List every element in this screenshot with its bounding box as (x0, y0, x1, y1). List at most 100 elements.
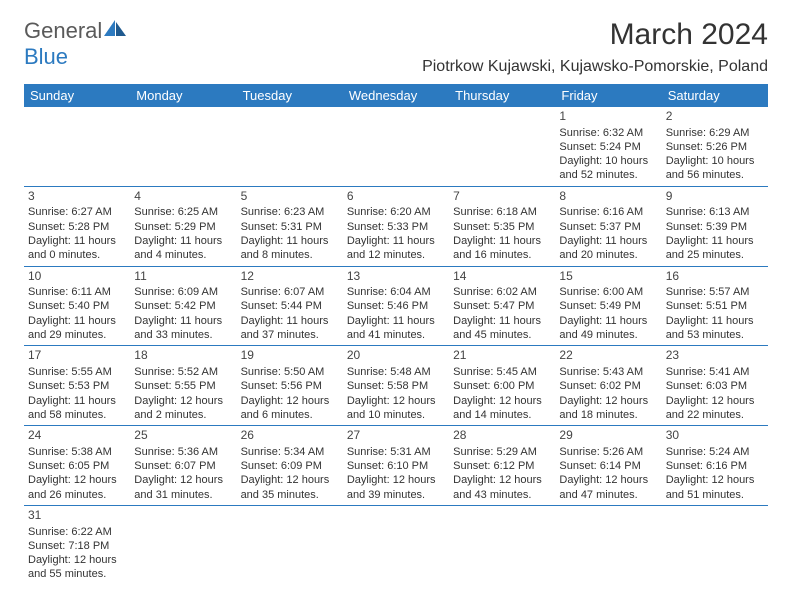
sunrise-text: Sunrise: 6:18 AM (453, 205, 551, 219)
calendar-day-cell: 16Sunrise: 5:57 AMSunset: 5:51 PMDayligh… (662, 266, 768, 346)
day-number: 7 (453, 189, 551, 205)
calendar-day-cell: 15Sunrise: 6:00 AMSunset: 5:49 PMDayligh… (555, 266, 661, 346)
daylight-text: Daylight: 11 hours (241, 234, 339, 248)
logo-word-2: Blue (24, 44, 68, 69)
calendar-day-cell: 9Sunrise: 6:13 AMSunset: 5:39 PMDaylight… (662, 186, 768, 266)
day-number: 3 (28, 189, 126, 205)
daylight-text: Daylight: 11 hours (559, 234, 657, 248)
daylight-text: and 16 minutes. (453, 248, 551, 262)
calendar-day-cell: 3Sunrise: 6:27 AMSunset: 5:28 PMDaylight… (24, 186, 130, 266)
day-number: 29 (559, 428, 657, 444)
sunset-text: Sunset: 7:18 PM (28, 539, 126, 553)
daylight-text: Daylight: 11 hours (241, 314, 339, 328)
calendar-day-cell: 25Sunrise: 5:36 AMSunset: 6:07 PMDayligh… (130, 426, 236, 506)
day-number: 30 (666, 428, 764, 444)
calendar-day-cell (449, 505, 555, 584)
calendar-day-cell: 28Sunrise: 5:29 AMSunset: 6:12 PMDayligh… (449, 426, 555, 506)
weekday-header: Saturday (662, 84, 768, 107)
calendar-day-cell (130, 107, 236, 186)
calendar-day-cell: 17Sunrise: 5:55 AMSunset: 5:53 PMDayligh… (24, 346, 130, 426)
day-number: 13 (347, 269, 445, 285)
sunrise-text: Sunrise: 5:50 AM (241, 365, 339, 379)
weekday-header: Monday (130, 84, 236, 107)
daylight-text: Daylight: 11 hours (134, 234, 232, 248)
calendar-day-cell: 18Sunrise: 5:52 AMSunset: 5:55 PMDayligh… (130, 346, 236, 426)
sunset-text: Sunset: 5:51 PM (666, 299, 764, 313)
day-number: 5 (241, 189, 339, 205)
sunrise-text: Sunrise: 6:22 AM (28, 525, 126, 539)
sunrise-text: Sunrise: 6:02 AM (453, 285, 551, 299)
daylight-text: and 43 minutes. (453, 488, 551, 502)
weekday-header: Tuesday (237, 84, 343, 107)
daylight-text: and 39 minutes. (347, 488, 445, 502)
calendar-week-row: 31Sunrise: 6:22 AMSunset: 7:18 PMDayligh… (24, 505, 768, 584)
day-number: 2 (666, 109, 764, 125)
weekday-header: Thursday (449, 84, 555, 107)
sunrise-text: Sunrise: 6:09 AM (134, 285, 232, 299)
daylight-text: and 55 minutes. (28, 567, 126, 581)
sunrise-text: Sunrise: 5:38 AM (28, 445, 126, 459)
daylight-text: and 41 minutes. (347, 328, 445, 342)
calendar-week-row: 3Sunrise: 6:27 AMSunset: 5:28 PMDaylight… (24, 186, 768, 266)
sunset-text: Sunset: 6:16 PM (666, 459, 764, 473)
sunrise-text: Sunrise: 6:00 AM (559, 285, 657, 299)
sunset-text: Sunset: 5:42 PM (134, 299, 232, 313)
daylight-text: and 6 minutes. (241, 408, 339, 422)
daylight-text: Daylight: 12 hours (666, 394, 764, 408)
title-block: March 2024 Piotrkow Kujawski, Kujawsko-P… (422, 18, 768, 76)
sunset-text: Sunset: 6:02 PM (559, 379, 657, 393)
daylight-text: and 22 minutes. (666, 408, 764, 422)
sunset-text: Sunset: 5:46 PM (347, 299, 445, 313)
day-number: 16 (666, 269, 764, 285)
day-number: 10 (28, 269, 126, 285)
daylight-text: and 37 minutes. (241, 328, 339, 342)
sunrise-text: Sunrise: 5:29 AM (453, 445, 551, 459)
daylight-text: Daylight: 12 hours (241, 394, 339, 408)
calendar-week-row: 1Sunrise: 6:32 AMSunset: 5:24 PMDaylight… (24, 107, 768, 186)
daylight-text: Daylight: 11 hours (347, 234, 445, 248)
calendar-day-cell: 7Sunrise: 6:18 AMSunset: 5:35 PMDaylight… (449, 186, 555, 266)
daylight-text: Daylight: 12 hours (559, 394, 657, 408)
sunrise-text: Sunrise: 5:45 AM (453, 365, 551, 379)
daylight-text: Daylight: 10 hours (559, 154, 657, 168)
sunrise-text: Sunrise: 6:23 AM (241, 205, 339, 219)
daylight-text: and 8 minutes. (241, 248, 339, 262)
daylight-text: and 0 minutes. (28, 248, 126, 262)
day-number: 1 (559, 109, 657, 125)
sunrise-text: Sunrise: 5:41 AM (666, 365, 764, 379)
sunset-text: Sunset: 5:49 PM (559, 299, 657, 313)
calendar-day-cell: 10Sunrise: 6:11 AMSunset: 5:40 PMDayligh… (24, 266, 130, 346)
daylight-text: and 53 minutes. (666, 328, 764, 342)
sunrise-text: Sunrise: 6:04 AM (347, 285, 445, 299)
daylight-text: Daylight: 11 hours (28, 314, 126, 328)
sunset-text: Sunset: 5:37 PM (559, 220, 657, 234)
calendar-day-cell (343, 107, 449, 186)
sunrise-text: Sunrise: 6:11 AM (28, 285, 126, 299)
day-number: 14 (453, 269, 551, 285)
day-number: 12 (241, 269, 339, 285)
daylight-text: Daylight: 12 hours (134, 473, 232, 487)
sunset-text: Sunset: 5:26 PM (666, 140, 764, 154)
day-number: 17 (28, 348, 126, 364)
day-number: 24 (28, 428, 126, 444)
daylight-text: Daylight: 12 hours (28, 473, 126, 487)
sunset-text: Sunset: 5:40 PM (28, 299, 126, 313)
sunset-text: Sunset: 5:58 PM (347, 379, 445, 393)
calendar-table: Sunday Monday Tuesday Wednesday Thursday… (24, 84, 768, 585)
daylight-text: Daylight: 12 hours (453, 473, 551, 487)
daylight-text: Daylight: 11 hours (347, 314, 445, 328)
day-number: 11 (134, 269, 232, 285)
daylight-text: and 29 minutes. (28, 328, 126, 342)
location-subtitle: Piotrkow Kujawski, Kujawsko-Pomorskie, P… (422, 58, 768, 76)
calendar-day-cell (555, 505, 661, 584)
calendar-day-cell: 23Sunrise: 5:41 AMSunset: 6:03 PMDayligh… (662, 346, 768, 426)
day-number: 18 (134, 348, 232, 364)
sunrise-text: Sunrise: 5:57 AM (666, 285, 764, 299)
day-number: 4 (134, 189, 232, 205)
calendar-day-cell: 19Sunrise: 5:50 AMSunset: 5:56 PMDayligh… (237, 346, 343, 426)
daylight-text: and 26 minutes. (28, 488, 126, 502)
day-number: 28 (453, 428, 551, 444)
daylight-text: Daylight: 12 hours (134, 394, 232, 408)
day-number: 8 (559, 189, 657, 205)
weekday-header: Friday (555, 84, 661, 107)
